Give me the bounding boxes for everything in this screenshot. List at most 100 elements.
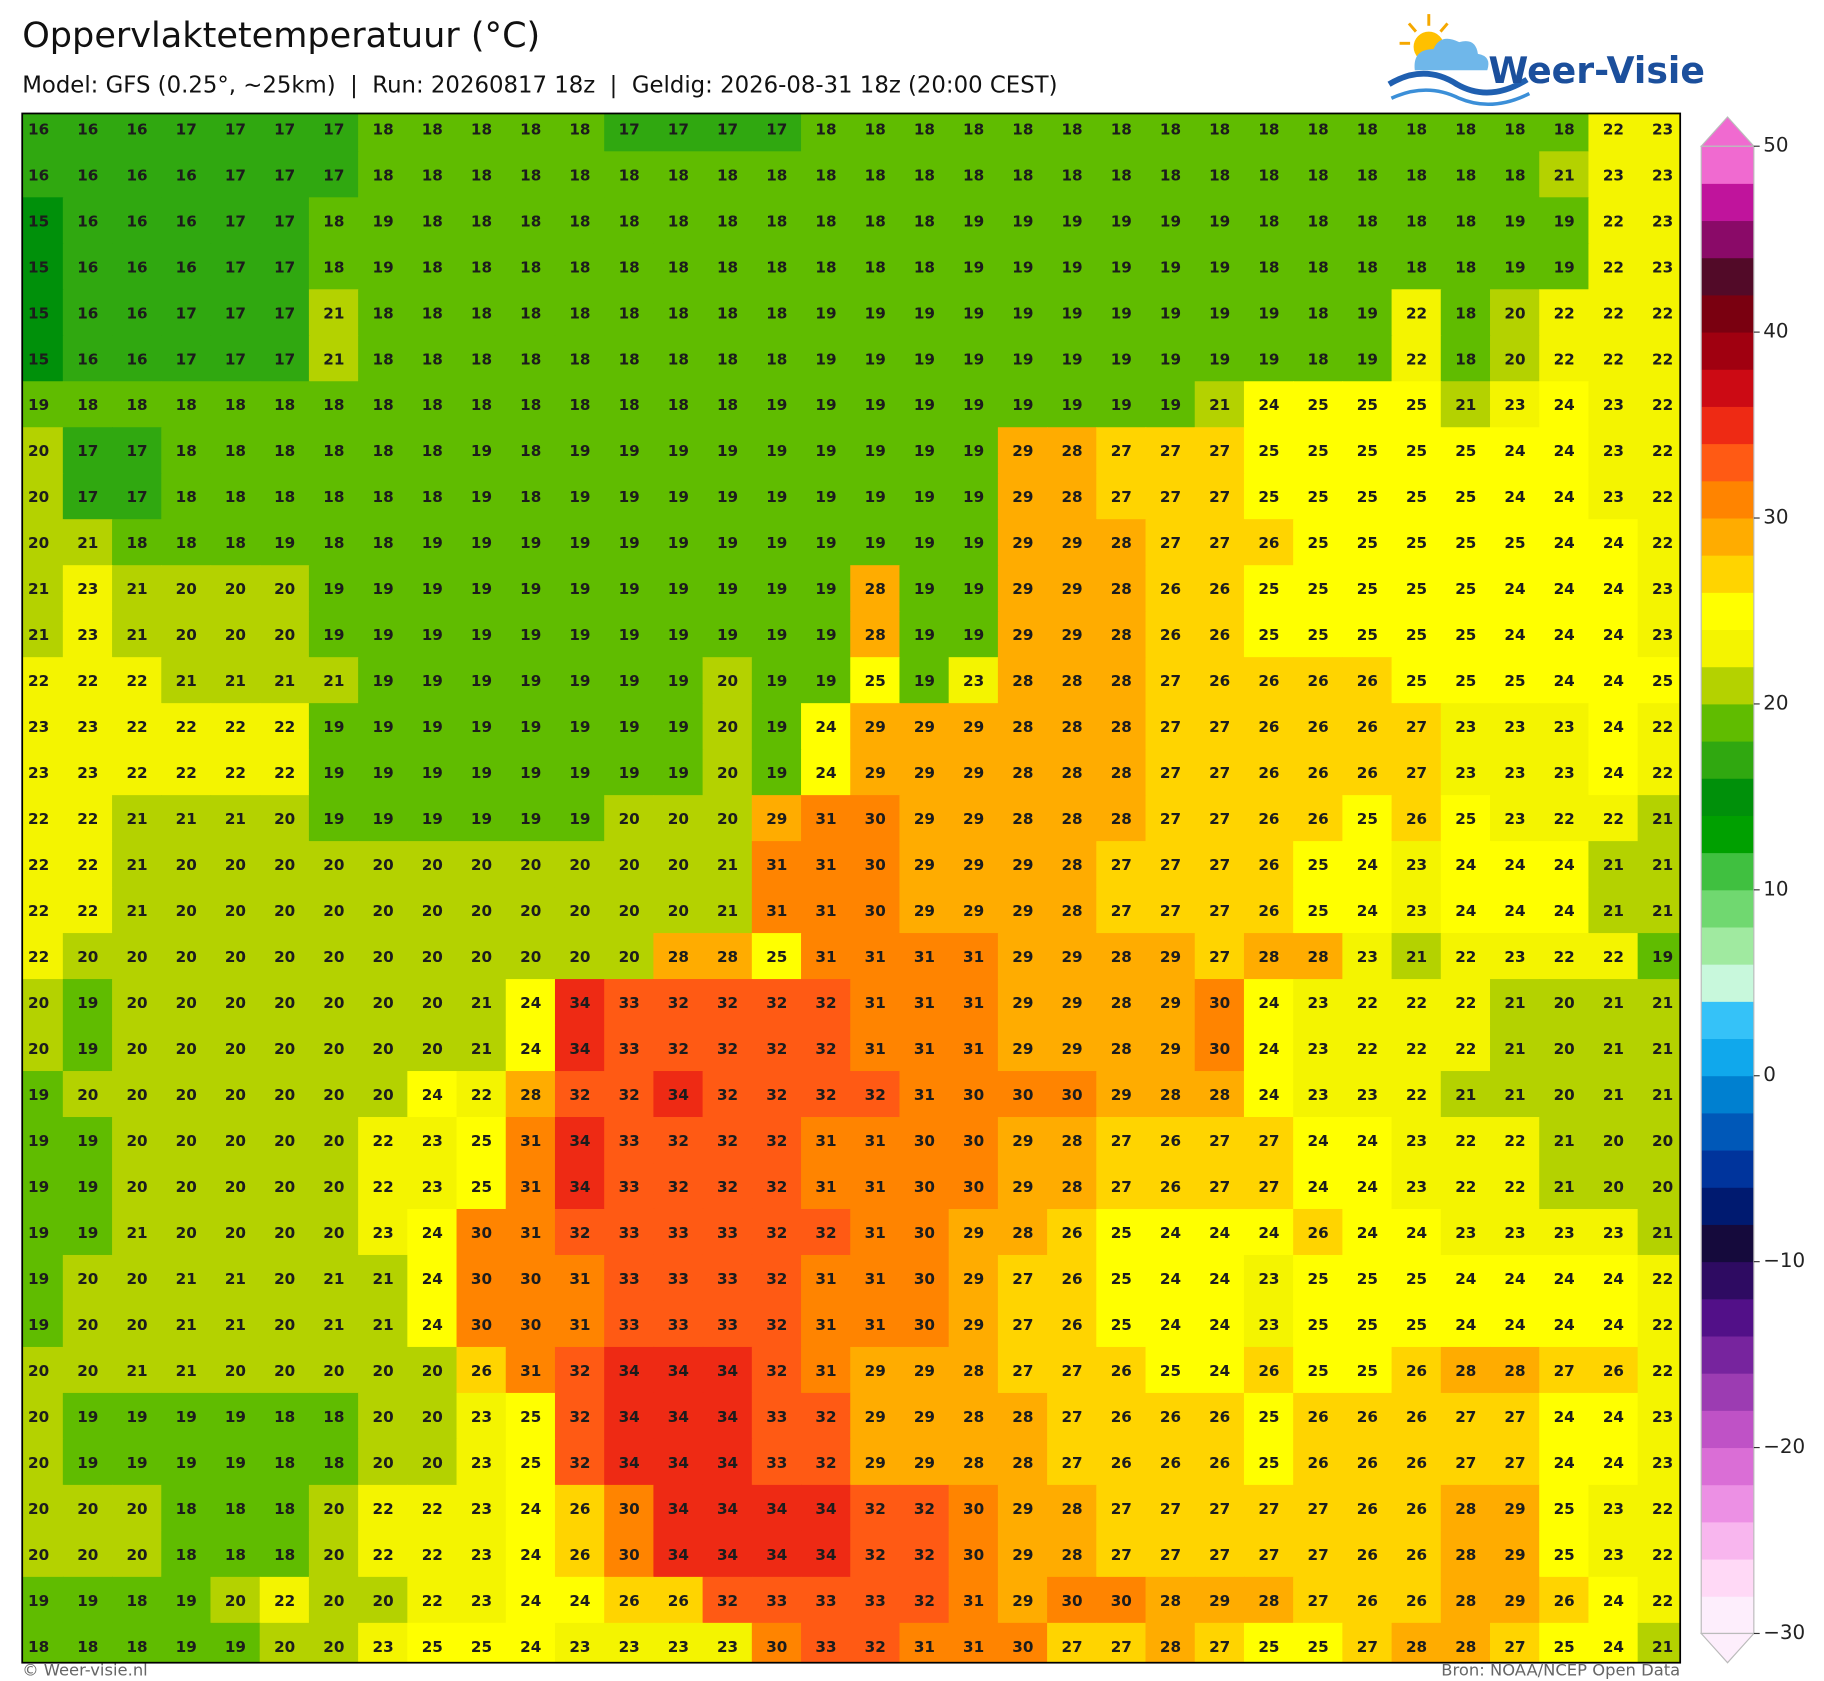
temperature-cell [948,289,999,336]
temperature-cell [1194,749,1245,796]
temperature-cell [1490,1025,1540,1072]
temperature-label: 24 [1258,396,1279,414]
temperature-cell [653,657,704,704]
temperature-cell [1440,657,1491,704]
temperature-label: 19 [914,672,935,690]
temperature-label: 22 [1652,1500,1673,1518]
temperature-label: 25 [1455,534,1476,552]
temperature-cell [653,289,704,336]
temperature-cell [653,1392,704,1440]
temperature-cell [259,657,310,704]
temperature-cell [948,519,999,566]
temperature-cell [112,749,162,796]
temperature-cell [1243,519,1294,566]
temperature-cell [259,841,310,888]
temperature-cell [1637,381,1681,428]
temperature-cell [210,427,261,474]
temperature-label: 29 [1012,902,1033,920]
temperature-label: 21 [323,304,344,322]
colorbar-band [1701,294,1754,333]
temperature-cell [1440,1346,1491,1394]
temperature-cell [112,795,162,842]
temperature-cell [1047,979,1098,1026]
temperature-cell [702,1530,753,1578]
temperature-label: 31 [569,1316,590,1334]
temperature-label: 20 [126,1132,147,1150]
temperature-label: 22 [274,764,295,782]
temperature-cell [801,1530,851,1578]
temperature-cell [1194,243,1245,290]
temperature-label: 20 [274,810,295,828]
temperature-cell [1145,1300,1196,1348]
temperature-cell [948,703,999,750]
temperature-label: 21 [373,1316,394,1334]
temperature-cell [1490,1071,1540,1118]
temperature-cell [702,795,753,842]
temperature-label: 18 [520,258,541,276]
temperature-cell [948,611,999,658]
temperature-label: 32 [815,1408,836,1426]
temperature-label: 18 [422,350,443,368]
temperature-label: 23 [373,1224,394,1242]
temperature-cell [22,565,64,612]
temperature-cell [456,289,507,336]
temperature-cell [210,565,261,612]
temperature-cell [997,795,1048,842]
temperature-cell [210,1254,261,1302]
temperature-label: 34 [766,1500,787,1518]
temperature-label: 30 [914,1270,935,1288]
temperature-cell [850,1300,901,1348]
temperature-label: 18 [1357,166,1378,184]
temperature-label: 31 [815,1362,836,1380]
temperature-label: 18 [1111,166,1132,184]
temperature-cell [1490,1438,1540,1486]
temperature-cell [653,381,704,428]
temperature-label: 23 [1455,1224,1476,1242]
temperature-cell [1490,197,1540,244]
temperature-label: 22 [1455,1132,1476,1150]
temperature-label: 20 [274,1132,295,1150]
temperature-cell [850,703,901,750]
temperature-label: 19 [668,626,689,644]
temperature-cell [554,887,605,934]
temperature-cell [1342,151,1393,199]
temperature-cell [653,427,704,474]
temperature-label: 22 [1406,350,1427,368]
temperature-cell [1391,933,1442,980]
temperature-label: 19 [668,488,689,506]
temperature-label: 30 [865,856,886,874]
temperature-label: 26 [1160,1132,1181,1150]
temperature-label: 27 [1504,1408,1525,1426]
temperature-cell [1637,427,1681,474]
temperature-label: 31 [914,1086,935,1104]
temperature-cell [1096,473,1147,520]
temperature-cell [899,1208,950,1256]
temperature-label: 22 [1357,1040,1378,1058]
temperature-label: 18 [323,442,344,460]
temperature-label: 18 [1504,166,1525,184]
temperature-label: 25 [1258,1408,1279,1426]
temperature-cell [112,1300,162,1348]
temperature-cell [751,1208,802,1256]
temperature-label: 33 [766,1592,787,1610]
temperature-label: 25 [1455,442,1476,460]
temperature-cell [801,657,851,704]
temperature-cell [1539,979,1590,1026]
temperature-cell [456,1392,507,1440]
temperature-label: 20 [225,856,246,874]
temperature-label: 20 [126,1316,147,1334]
temperature-label: 18 [865,166,886,184]
temperature-label: 26 [1357,1546,1378,1564]
temperature-label: 18 [569,350,590,368]
temperature-label: 27 [1160,488,1181,506]
temperature-cell [456,1117,507,1164]
temperature-cell [1637,1071,1681,1118]
temperature-cell [407,1438,458,1486]
temperature-cell [407,611,458,658]
temperature-cell [1440,1117,1491,1164]
temperature-label: 24 [1209,1316,1230,1334]
temperature-label: 16 [77,350,98,368]
temperature-cell [358,749,409,796]
temperature-label: 17 [77,488,98,506]
temperature-label: 20 [373,1454,394,1472]
